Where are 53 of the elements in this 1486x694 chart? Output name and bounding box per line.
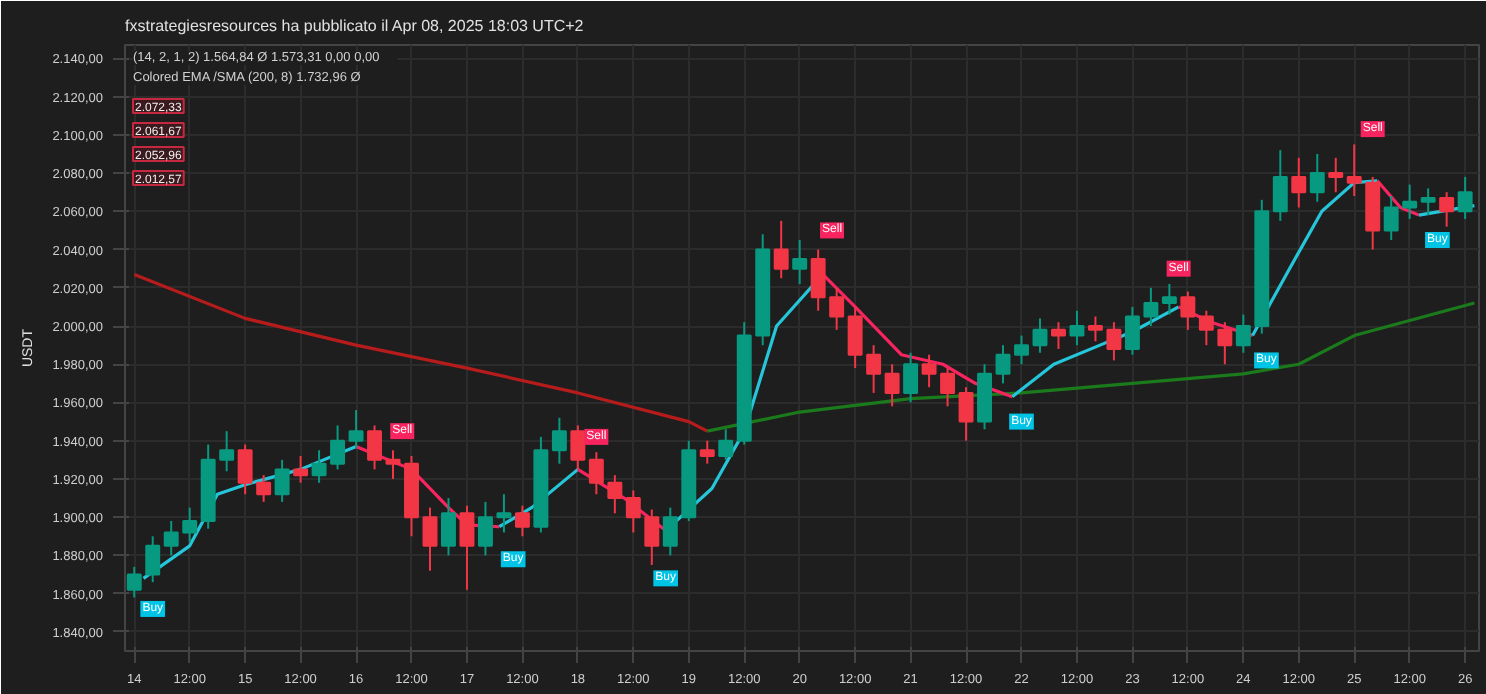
candlestick <box>1457 175 1473 220</box>
candlestick <box>1051 321 1066 350</box>
candlestick <box>644 508 660 566</box>
candlestick <box>884 363 900 408</box>
candlestick <box>792 238 808 285</box>
line-series <box>705 301 1476 433</box>
candlestick <box>422 506 438 572</box>
candlestick <box>551 416 567 465</box>
candlestick <box>1161 282 1177 316</box>
line-series <box>132 272 709 433</box>
candlestick <box>977 363 993 431</box>
candlestick <box>570 424 586 471</box>
candlestick <box>1217 321 1233 366</box>
candlestick <box>958 386 974 442</box>
candlestick <box>1087 315 1103 343</box>
candlestick <box>459 504 475 591</box>
candlestick <box>1198 309 1214 347</box>
chart-title: fxstrategiesresources ha pubblicato il Apr 08, 2025 18:03 UTC+2 <box>125 17 585 35</box>
candlestick <box>274 458 290 503</box>
candlestick <box>1014 334 1029 366</box>
candlestick <box>1032 317 1048 354</box>
candlestick <box>1439 191 1455 228</box>
candlestick <box>1420 187 1436 217</box>
candlestick <box>311 449 327 484</box>
candlestick <box>810 248 826 312</box>
candlestick <box>995 344 1011 385</box>
candlestick <box>662 506 678 557</box>
candlestick <box>1180 290 1196 331</box>
candlestick <box>718 428 734 461</box>
candlestick <box>607 474 623 515</box>
candlestick <box>348 409 364 450</box>
candlestick <box>1328 156 1344 194</box>
candlestick <box>1291 156 1307 209</box>
candlestick <box>773 219 789 280</box>
candlestick <box>477 500 493 557</box>
candlestick <box>699 439 715 465</box>
candlestick <box>441 497 456 557</box>
candlestick <box>625 489 641 534</box>
candlestick <box>1272 149 1288 222</box>
candlestick <box>514 504 530 538</box>
candlestick <box>1309 152 1325 203</box>
candlestick <box>367 424 383 471</box>
candlestick <box>496 493 512 534</box>
candlestick <box>1069 309 1085 347</box>
candlestick <box>330 424 346 471</box>
candlestick <box>293 455 309 484</box>
candlestick <box>903 351 919 404</box>
candlestick <box>385 449 401 480</box>
candlestick <box>829 286 845 331</box>
candlestick <box>219 430 235 473</box>
candlestick <box>588 451 604 496</box>
candlestick <box>1106 321 1122 362</box>
candlestick <box>1235 313 1251 354</box>
